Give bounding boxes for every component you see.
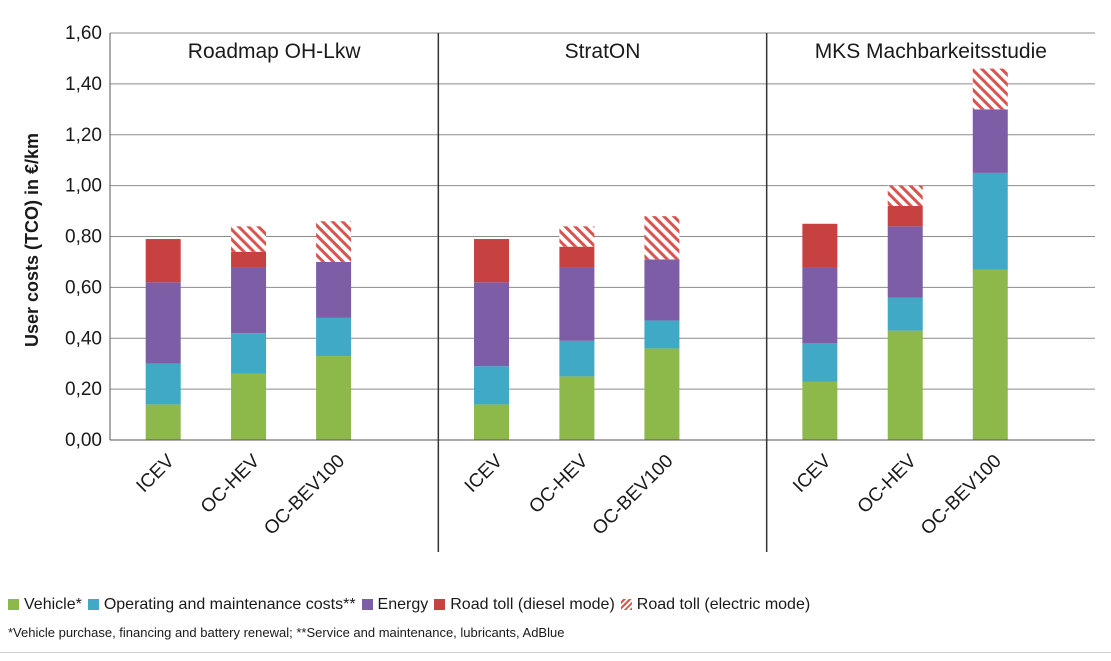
bar-segment — [316, 317, 352, 357]
bar-segment — [231, 226, 267, 252]
bar-segment — [145, 363, 181, 405]
bar-segment — [887, 185, 923, 206]
y-axis-label: User costs (TCO) in €/km — [22, 133, 42, 347]
gridlines — [110, 32, 1095, 390]
x-tick-label: OC-HEV — [854, 450, 921, 517]
bar-segment — [802, 381, 838, 440]
bar-segment — [316, 221, 352, 262]
panel-title: Roadmap OH-Lkw — [188, 40, 362, 63]
legend-swatch — [361, 599, 373, 610]
y-tick-label: 1,60 — [65, 23, 102, 44]
y-tick-label: 1,40 — [65, 74, 102, 95]
bar-segment — [145, 404, 181, 440]
bar-segment — [972, 68, 1008, 110]
bar-segment — [887, 330, 923, 440]
x-tick-label: ICEV — [461, 450, 507, 496]
bar-segment — [887, 226, 923, 298]
bar-segment — [145, 239, 181, 283]
x-tick-label: OC-BEV100 — [917, 451, 1006, 540]
x-tick-label: ICEV — [133, 450, 179, 496]
divider — [0, 652, 1111, 653]
legend-label: Road toll (diesel mode) — [450, 596, 615, 613]
bar-segment — [559, 246, 595, 268]
bar-segment — [145, 282, 181, 364]
x-tick-label: OC-HEV — [197, 450, 264, 517]
bar-segment — [474, 366, 510, 405]
y-tick-label: 1,20 — [65, 125, 102, 146]
bar-segment — [887, 205, 923, 227]
stacked-bar-chart: 0,00 0,20 0,40 0,60 0,80 1,00 1,20 1,40 1,60 Road… — [22, 23, 1095, 552]
bar-segment — [231, 373, 267, 440]
panel-title: MKS Machbarkeitsstudie — [815, 40, 1047, 63]
bar-segment — [559, 340, 595, 377]
panel-title: StratON — [565, 40, 641, 63]
legend-label: Energy — [377, 596, 429, 613]
legend-label: Vehicle* — [24, 596, 82, 613]
bar-segment — [887, 297, 923, 331]
legend-item: Energy — [361, 596, 429, 614]
legend-label: Road toll (electric mode) — [636, 596, 811, 613]
bar-segment — [474, 239, 510, 283]
legend-item: Operating and maintenance costs** — [87, 596, 356, 614]
bar-segment — [644, 259, 680, 321]
bar-segment — [316, 261, 352, 318]
legend-footnote: *Vehicle purchase, financing and battery… — [8, 625, 565, 640]
bar-segment — [316, 356, 352, 440]
bars — [145, 68, 1008, 440]
bar-segment — [559, 376, 595, 440]
legend-swatch — [87, 599, 99, 610]
legend-swatch — [8, 599, 19, 610]
bar-segment — [972, 172, 1008, 270]
bar-segment — [972, 109, 1008, 173]
x-tick-label: OC-HEV — [525, 450, 592, 517]
legend-item: Road toll (diesel mode) — [434, 596, 615, 614]
bar-segment — [231, 333, 267, 374]
bar-segment — [474, 282, 510, 367]
x-tick-label: ICEV — [789, 450, 835, 496]
y-tick-label: 0,80 — [65, 227, 102, 248]
bar-segment — [802, 343, 838, 382]
legend: Vehicle* Operating and maintenance costs*… — [8, 596, 1108, 614]
bar-segment — [559, 226, 595, 247]
legend-swatch — [620, 599, 632, 610]
bar-segment — [559, 267, 595, 341]
x-tick-label: OC-BEV100 — [589, 451, 678, 540]
bar-segment — [802, 267, 838, 344]
bar-segment — [231, 251, 267, 268]
legend-item: Road toll (electric mode) — [620, 596, 811, 614]
y-tick-label: 1,00 — [65, 176, 102, 197]
y-tick-label: 0,40 — [65, 328, 102, 349]
bar-segment — [474, 404, 510, 440]
legend-swatch — [434, 599, 446, 610]
bar-segment — [972, 269, 1008, 440]
legend-item: Vehicle* — [8, 596, 82, 614]
bar-segment — [231, 267, 267, 334]
bar-segment — [644, 320, 680, 349]
legend-label: Operating and maintenance costs** — [103, 596, 356, 613]
y-tick-label: 0,00 — [65, 430, 102, 451]
y-tick-label: 0,20 — [65, 379, 102, 400]
x-tick-label: OC-BEV100 — [260, 451, 349, 540]
bar-segment — [644, 216, 680, 260]
bar-segment — [802, 223, 838, 268]
y-tick-label: 0,60 — [65, 277, 102, 298]
bar-segment — [644, 348, 680, 440]
